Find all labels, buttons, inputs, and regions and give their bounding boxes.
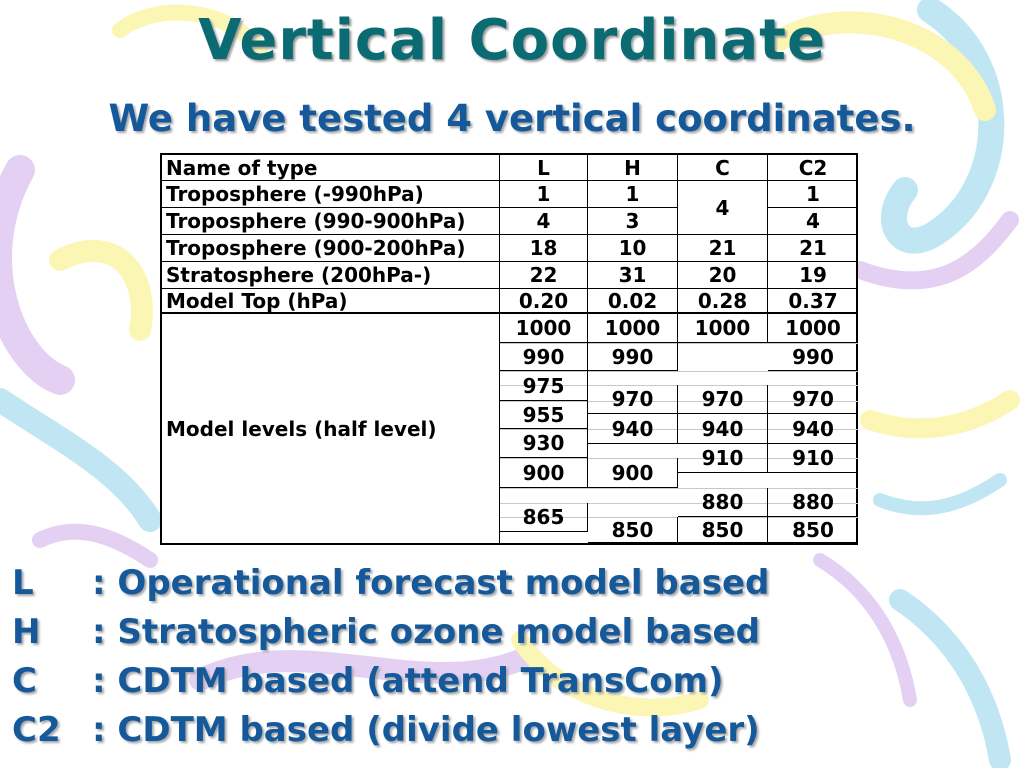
legend-text: : CDTM based (attend TransCom) <box>92 661 724 701</box>
cell-h: 31 <box>588 262 678 289</box>
row-name: Troposphere (990-900hPa) <box>162 208 500 235</box>
level-cell: 850 <box>678 517 768 543</box>
cell-c: 20 <box>678 262 768 289</box>
level-cell: 990 <box>768 343 858 371</box>
cell-l: 4 <box>500 208 588 235</box>
level-cell: 970 <box>678 385 768 414</box>
cell-h: 0.02 <box>588 289 678 314</box>
header-h: H <box>588 155 678 181</box>
legend-key: C2 <box>12 710 61 750</box>
row-name: Troposphere (-990hPa) <box>162 181 500 208</box>
cell-h: 10 <box>588 235 678 262</box>
level-cell: 880 <box>768 488 858 517</box>
level-cell: 1000 <box>768 314 858 343</box>
level-cell: 850 <box>588 517 678 543</box>
row-name: Troposphere (900-200hPa) <box>162 235 500 262</box>
cell-l: 22 <box>500 262 588 289</box>
cell-c2: 21 <box>768 235 858 262</box>
legend-text: : CDTM based (divide lowest layer) <box>92 710 760 750</box>
cell-c: 0.28 <box>678 289 768 314</box>
cell-h: 1 <box>588 181 678 208</box>
level-cell: 930 <box>500 429 588 458</box>
cell-c: 21 <box>678 235 768 262</box>
cell-c2: 19 <box>768 262 858 289</box>
level-cell: 990 <box>588 343 678 371</box>
header-c: C <box>678 155 768 181</box>
cell-c-merged: 4 <box>678 181 768 235</box>
cell-c2: 1 <box>768 181 858 208</box>
row-name: Stratosphere (200hPa-) <box>162 262 500 289</box>
level-cell: 1000 <box>500 314 588 343</box>
level-cell: 970 <box>588 385 678 414</box>
cell-h: 3 <box>588 208 678 235</box>
slide-title: Vertical Coordinate <box>198 8 826 73</box>
level-cell: 940 <box>678 414 768 444</box>
level-cell: 1000 <box>588 314 678 343</box>
legend-key: L <box>12 563 34 603</box>
level-cell: 900 <box>500 458 588 488</box>
cell-l: 1 <box>500 181 588 208</box>
header-l: L <box>500 155 588 181</box>
cell-l: 0.20 <box>500 289 588 314</box>
level-cell: 940 <box>768 414 858 444</box>
level-cell: 1000 <box>678 314 768 343</box>
levels-label: Model levels (half level) <box>162 314 500 543</box>
level-cell: 970 <box>768 385 858 414</box>
legend-key: H <box>12 612 41 652</box>
legend-text: : Operational forecast model based <box>92 563 770 603</box>
legend-key: C <box>12 661 37 701</box>
legend-text: : Stratospheric ozone model based <box>92 612 760 652</box>
level-cell: 900 <box>588 458 678 488</box>
cell-c2: 0.37 <box>768 289 858 314</box>
level-cell: 850 <box>768 517 858 543</box>
level-cell: 990 <box>500 343 588 371</box>
level-cell: 910 <box>678 444 768 473</box>
header-name: Name of type <box>162 155 500 181</box>
level-cell: 865 <box>500 503 588 532</box>
cell-c2: 4 <box>768 208 858 235</box>
level-cell: 910 <box>768 444 858 473</box>
level-cell: 880 <box>678 488 768 517</box>
header-c2: C2 <box>768 155 858 181</box>
row-name: Model Top (hPa) <box>162 289 500 314</box>
level-cell: 940 <box>588 414 678 444</box>
level-cell: 975 <box>500 371 588 401</box>
level-cell: 955 <box>500 401 588 429</box>
cell-l: 18 <box>500 235 588 262</box>
vertical-coordinate-table: Name of type L H C C2 Troposphere (-990h… <box>160 153 858 545</box>
slide-subtitle: We have tested 4 vertical coordinates. <box>108 97 916 140</box>
